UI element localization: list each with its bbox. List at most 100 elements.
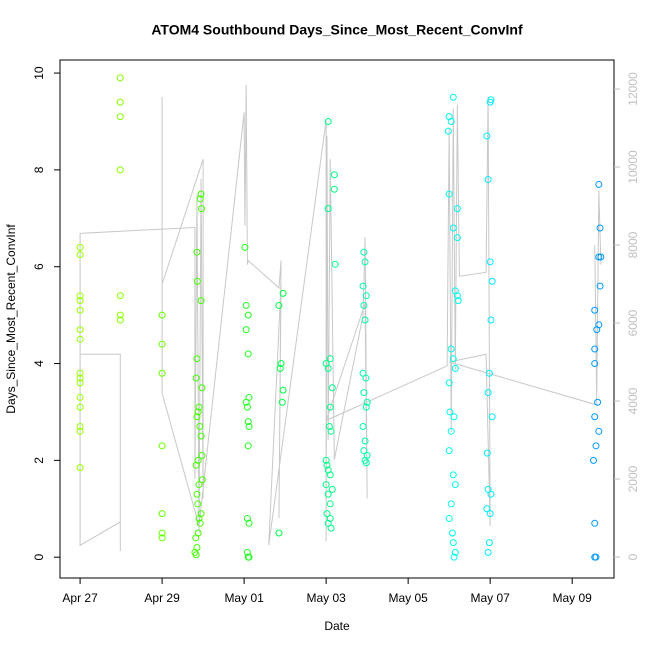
point (194, 500, 202, 508)
point (451, 481, 459, 489)
point (279, 289, 287, 297)
point (324, 364, 332, 372)
point (193, 277, 201, 285)
point (485, 539, 493, 547)
point (76, 379, 84, 387)
x-tick-label: May 09 (552, 591, 592, 605)
point (241, 243, 249, 251)
point (324, 490, 332, 498)
point (360, 389, 368, 397)
point (486, 98, 494, 106)
y-tick-label: 2 (32, 457, 46, 464)
point (198, 476, 206, 484)
point (198, 384, 206, 392)
x-tick-label: May 03 (306, 591, 346, 605)
point (195, 514, 203, 522)
point (76, 243, 84, 251)
y2-tick-label: 4000 (626, 387, 640, 414)
point (192, 461, 200, 469)
point (328, 485, 336, 493)
point (487, 490, 495, 498)
point (158, 340, 166, 348)
point (197, 190, 205, 198)
point (453, 205, 461, 213)
point (451, 364, 459, 372)
y-tick-label: 6 (32, 263, 46, 270)
point (331, 260, 339, 268)
point (196, 195, 204, 203)
y2-tick-label: 2000 (626, 465, 640, 492)
point (76, 427, 84, 435)
point (76, 326, 84, 334)
point (592, 553, 600, 561)
point (242, 326, 250, 334)
point (116, 292, 124, 300)
point (484, 389, 492, 397)
point (195, 403, 203, 411)
y2-tick-label: 10000 (626, 150, 640, 184)
y2-tick-label: 6000 (626, 309, 640, 336)
point (76, 306, 84, 314)
point (76, 422, 84, 430)
point (326, 403, 334, 411)
point (244, 350, 252, 358)
point (449, 471, 457, 479)
point (597, 253, 605, 261)
point (448, 529, 456, 537)
point (445, 514, 453, 522)
point (591, 519, 599, 527)
point (327, 524, 335, 532)
point (196, 422, 204, 430)
point (325, 422, 333, 430)
y2-tick-label: 0 (626, 553, 640, 560)
point (197, 297, 205, 305)
y2-tick-label: 12000 (626, 72, 640, 106)
point (76, 335, 84, 343)
x-tick-label: May 07 (470, 591, 510, 605)
point (158, 369, 166, 377)
point (330, 171, 338, 179)
point (362, 292, 370, 300)
point (116, 166, 124, 174)
point (330, 185, 338, 193)
point (361, 316, 369, 324)
y-tick-label: 10 (32, 66, 46, 80)
point (327, 427, 335, 435)
point (445, 447, 453, 455)
point (589, 456, 597, 464)
x-tick-label: Apr 29 (144, 591, 180, 605)
point (596, 224, 604, 232)
point (193, 355, 201, 363)
point (279, 386, 287, 394)
point (158, 311, 166, 319)
point (449, 355, 457, 363)
point (486, 258, 494, 266)
point (116, 98, 124, 106)
point (278, 398, 286, 406)
point (487, 316, 495, 324)
point (449, 224, 457, 232)
point (328, 384, 336, 392)
point (484, 176, 492, 184)
point (591, 306, 599, 314)
point (483, 132, 491, 140)
point (595, 253, 603, 261)
y-tick-label: 8 (32, 166, 46, 173)
point (446, 408, 454, 416)
point (591, 345, 599, 353)
point (192, 374, 200, 382)
x-tick-label: Apr 27 (62, 591, 98, 605)
point (594, 398, 602, 406)
point (158, 534, 166, 542)
point (276, 364, 284, 372)
point (361, 258, 369, 266)
point (277, 360, 285, 368)
point (116, 311, 124, 319)
point (196, 519, 204, 527)
point (76, 393, 84, 401)
point (275, 529, 283, 537)
point (359, 422, 367, 430)
point (360, 447, 368, 455)
point (193, 248, 201, 256)
